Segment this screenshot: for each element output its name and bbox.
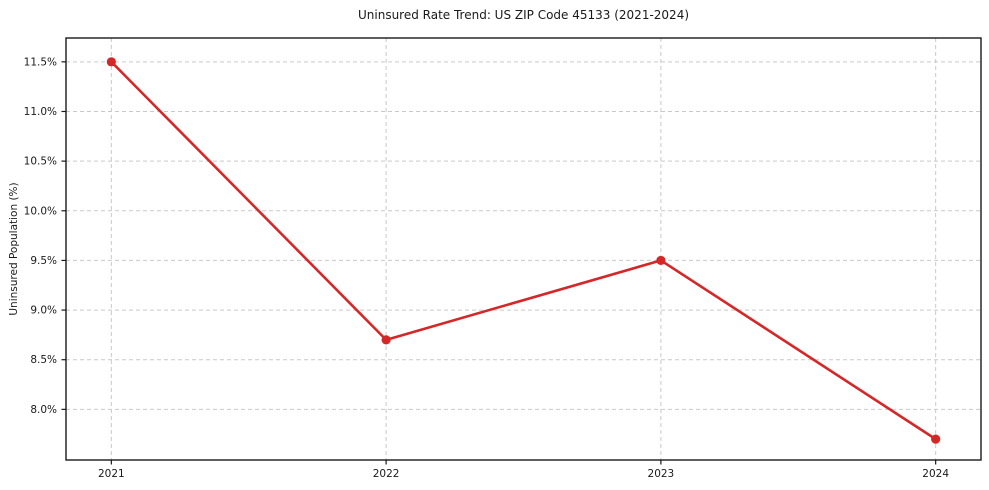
x-tick-label: 2023 [648,468,675,480]
y-tick-label: 8.0% [30,404,57,416]
data-point-2023 [656,255,666,266]
chart-title: Uninsured Rate Trend: US ZIP Code 45133 … [357,8,690,22]
y-tick-label: 8.5% [30,354,57,366]
plot-frame [65,37,982,461]
y-tick-label: 9.0% [30,305,57,317]
y-tick-label: 9.5% [30,255,57,267]
trend-line [110,60,937,441]
x-tick-label: 2024 [922,468,949,480]
y-tick-label: 10.5% [24,156,57,168]
data-point-2021 [106,57,116,67]
y-tick-label: 11.0% [24,106,57,118]
y-tick-label: 10.0% [24,205,57,217]
data-point-2024 [931,434,941,444]
x-tick-label: 2022 [373,468,400,480]
x-tick-label: 2021 [98,468,125,480]
data-point-2022 [381,335,391,345]
y-tick-label: 11.5% [24,56,57,68]
